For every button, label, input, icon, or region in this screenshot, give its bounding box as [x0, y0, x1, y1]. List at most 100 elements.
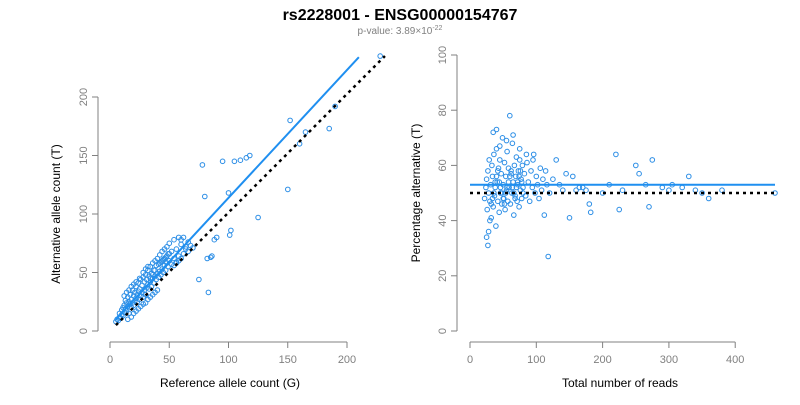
y-tick-label: 40 — [437, 214, 449, 226]
data-point — [485, 168, 491, 174]
data-point — [166, 240, 173, 247]
data-point — [636, 170, 642, 177]
data-point — [493, 223, 499, 229]
data-point — [513, 154, 520, 160]
data-point — [659, 184, 666, 191]
data-point — [516, 146, 523, 152]
data-point — [485, 242, 491, 249]
data-point — [287, 117, 293, 124]
p-value-text: p-value: 3.89×10 — [358, 26, 433, 37]
p-value-exponent: -22 — [432, 25, 442, 32]
data-point — [646, 204, 652, 210]
data-point — [180, 234, 187, 241]
scatter-panel-allele-counts: 0 50 100 150 200 0 50 100 150 200 Reference allele… — [49, 53, 386, 390]
data-point — [149, 272, 156, 278]
data-point — [487, 217, 493, 224]
x-tick-label: 100 — [219, 354, 237, 366]
data-point — [500, 195, 507, 202]
data-point — [231, 158, 238, 165]
data-point — [699, 190, 705, 196]
data-point — [509, 140, 516, 147]
data-point — [185, 248, 191, 255]
data-point — [505, 165, 512, 171]
data-point — [516, 157, 523, 163]
data-point — [496, 209, 503, 216]
data-point — [570, 173, 576, 180]
data-point — [490, 129, 497, 136]
data-point — [511, 212, 517, 218]
y-tick-label: 50 — [78, 266, 90, 278]
data-point — [237, 157, 244, 163]
data-point — [507, 112, 513, 119]
data-point — [528, 168, 534, 174]
data-point — [516, 173, 522, 180]
y-tick-label: 80 — [437, 104, 449, 116]
data-point — [202, 193, 208, 200]
y-tick-label: 100 — [78, 205, 90, 223]
data-point — [483, 184, 489, 191]
chart-title: rs2228001 - ENSG00000154767 — [283, 7, 518, 24]
data-point — [332, 103, 338, 110]
data-point — [499, 201, 505, 207]
data-point — [205, 289, 212, 296]
data-point — [199, 162, 206, 168]
data-point — [285, 186, 291, 193]
data-point — [542, 168, 549, 174]
data-point — [566, 215, 573, 221]
data-point — [497, 184, 504, 191]
data-point — [507, 173, 513, 180]
reference-line — [115, 55, 386, 327]
data-point — [583, 187, 589, 193]
data-point — [154, 287, 161, 293]
data-point — [511, 190, 517, 196]
data-point — [512, 195, 518, 202]
data-point — [587, 209, 594, 216]
y-tick-label: 100 — [437, 46, 449, 64]
data-point — [515, 168, 522, 174]
y-tick-label: 0 — [78, 328, 90, 334]
y-axis-label: Alternative allele count (T) — [49, 144, 63, 283]
data-point — [204, 255, 210, 262]
y-tick-label: 150 — [78, 146, 90, 164]
data-point — [613, 151, 619, 158]
data-point — [196, 276, 202, 283]
data-point — [679, 184, 686, 191]
data-point — [705, 195, 712, 202]
data-point — [489, 173, 496, 180]
x-tick-label: 100 — [527, 354, 545, 366]
x-tick-label: 400 — [726, 354, 744, 366]
data-point — [504, 148, 510, 155]
data-point — [616, 206, 623, 213]
data-point — [213, 234, 220, 241]
data-point — [520, 184, 526, 191]
data-point — [511, 162, 518, 169]
x-axis-label: Reference allele count (G) — [160, 376, 300, 390]
data-point — [481, 195, 488, 202]
data-point — [686, 173, 692, 180]
data-point — [209, 253, 215, 259]
data-point — [512, 193, 518, 199]
data-point — [486, 157, 493, 163]
data-point — [152, 267, 158, 274]
data-point — [586, 201, 593, 207]
data-point — [493, 146, 500, 152]
data-point — [173, 246, 180, 252]
x-tick-label: 50 — [163, 354, 175, 366]
data-point — [550, 176, 556, 182]
data-point — [503, 137, 510, 144]
data-point — [483, 176, 490, 182]
data-point — [207, 254, 214, 261]
data-point — [498, 170, 505, 177]
data-point — [619, 187, 626, 193]
data-point — [247, 152, 253, 159]
data-point — [491, 151, 497, 158]
data-point — [495, 198, 501, 205]
data-point — [545, 253, 552, 260]
data-point — [228, 227, 234, 234]
data-point — [483, 234, 490, 240]
data-point — [499, 135, 506, 141]
x-tick-label: 200 — [338, 354, 356, 366]
data-point — [523, 151, 530, 158]
data-point — [495, 165, 502, 171]
